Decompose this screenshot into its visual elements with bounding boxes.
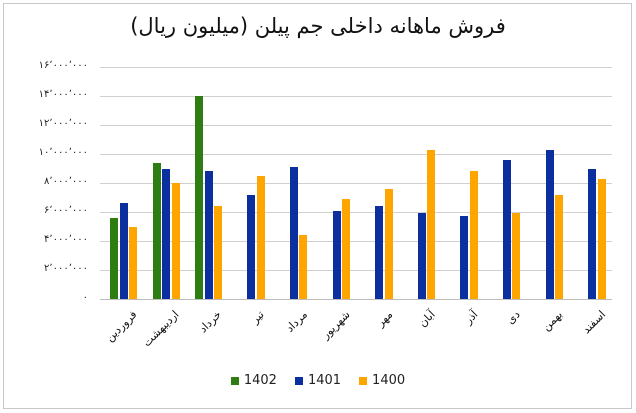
bar-1400 [299,235,308,299]
legend-item: 1402 [230,373,277,388]
legend-swatch-icon [230,376,239,385]
y-tick-label: ۶٬۰۰۰٬۰۰۰ [44,205,88,216]
bar-1401 [460,216,469,299]
y-tick-label: ۰ [82,292,88,303]
bar-1401 [545,149,554,299]
gridline [100,212,612,213]
chart-frame [3,3,632,409]
chart-legend: 1402 1401 1400 [0,373,636,388]
bar-1400 [597,178,606,299]
bar-1401 [502,159,511,299]
gridline [100,270,612,271]
gridline [100,183,612,184]
bar-1400 [512,213,521,299]
bar-1400 [214,206,223,299]
chart-title: فروش ماهانه داخلی جم پیلن (میلیون ریال) [130,14,506,38]
bar-1400 [427,149,436,299]
bar-1402 [110,217,118,299]
bar-1401 [588,168,597,299]
bar-1401 [417,213,426,299]
legend-item: 1400 [359,373,405,388]
gridline [100,125,612,126]
bar-1401 [119,203,128,299]
legend-swatch-icon [294,376,303,385]
legend-label: 1402 [243,373,277,388]
bar-1401 [332,210,341,299]
bar-1400 [555,194,563,299]
y-tick-label: ۱۰٬۰۰۰٬۰۰۰ [38,147,88,158]
bar-1400 [129,226,137,299]
bar-1400 [384,188,393,299]
bar-1400 [171,183,180,299]
bar-1400 [342,198,350,299]
gridline [100,154,612,155]
legend-label: 1401 [307,373,342,388]
y-tick-label: ۴٬۰۰۰٬۰۰۰ [44,234,88,245]
bar-1401 [204,171,213,299]
bar-1401 [247,194,256,299]
bar-1401 [375,206,384,299]
bar-1400 [469,171,478,299]
y-tick-label: ۱۴٬۰۰۰٬۰۰۰ [38,89,88,100]
bar-1402 [195,96,204,299]
bar-1402 [152,162,161,299]
gridline [100,241,612,242]
gridline [100,96,612,97]
legend-label: 1400 [372,373,406,388]
y-tick-label: ۲٬۰۰۰٬۰۰۰ [44,263,88,274]
gridline [100,299,612,300]
legend-item: 1401 [294,373,342,388]
gridline [100,67,612,68]
legend-swatch-icon [359,376,368,385]
y-tick-label: ۱۶٬۰۰۰٬۰۰۰ [38,60,88,71]
bar-1401 [289,167,298,299]
bar-1400 [256,175,265,299]
y-tick-label: ۸٬۰۰۰٬۰۰۰ [44,176,88,187]
y-tick-label: ۱۲٬۰۰۰٬۰۰۰ [38,118,88,129]
bar-1401 [162,168,171,299]
